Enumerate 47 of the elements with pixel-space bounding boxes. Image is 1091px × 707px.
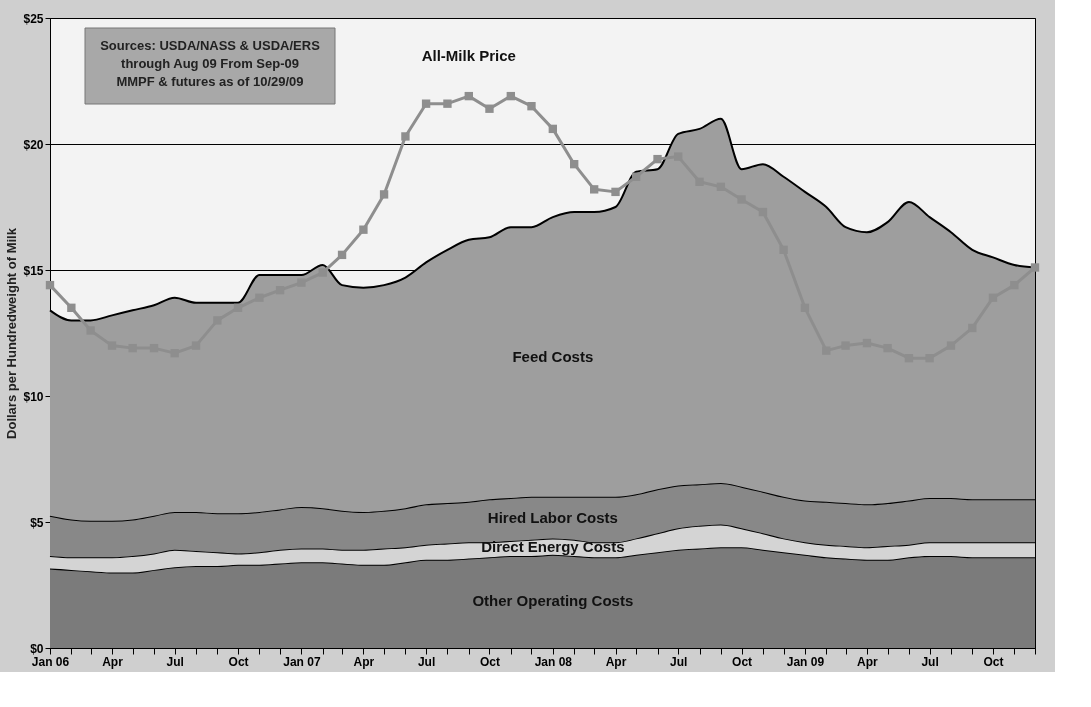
point: [632, 172, 641, 181]
y-tick-label: $0: [30, 641, 44, 656]
x-tick-label: Oct: [228, 654, 249, 669]
point: [653, 154, 662, 164]
x-tick-label: Apr: [353, 654, 375, 669]
point: [67, 303, 76, 312]
x-tick-label: Jul: [417, 654, 436, 669]
point: [318, 268, 327, 277]
point: [443, 99, 452, 108]
y-tick-label: $20: [23, 137, 44, 152]
y-tick-label: $15: [23, 263, 44, 278]
point: [485, 104, 494, 113]
x-tick-label: Jan 09: [786, 654, 825, 669]
point: [45, 280, 55, 290]
point: [337, 250, 347, 260]
point: [611, 187, 620, 197]
series-label: Feed Costs: [512, 347, 594, 365]
point: [359, 225, 368, 234]
point: [379, 190, 389, 199]
x-tick-label: Apr: [857, 654, 879, 669]
y-tick-label: $5: [30, 515, 44, 530]
series-label: Hired Labor Costs: [487, 508, 618, 526]
point: [548, 124, 558, 134]
x-tick-label: Jul: [166, 654, 184, 669]
y-axis-title: Dollars per Hundredweight of Milk: [4, 227, 20, 439]
point: [233, 303, 243, 312]
point: [421, 99, 431, 108]
series-label: All-Milk Price: [421, 46, 516, 64]
x-tick-label: Jul: [670, 654, 688, 669]
point: [506, 91, 515, 101]
annotation: Sources: USDA/NASS & USDA/ERS through Aug 09 From Sep-09 MMPF & futures as of 10/29/09: [100, 38, 321, 89]
x-tick-label: Oct: [732, 654, 753, 669]
x-tick-label: Oct: [479, 654, 500, 669]
y-tick-label: $25: [23, 11, 44, 26]
point: [589, 185, 599, 194]
x-tick-label: Oct: [983, 654, 1004, 669]
x-tick-label: Apr: [605, 654, 627, 669]
point: [464, 91, 473, 101]
y-tick-label: $10: [23, 389, 44, 404]
point: [570, 159, 579, 169]
point: [527, 102, 536, 111]
x-tick-label: Apr: [102, 654, 124, 669]
x-tick-label: Jan 07: [283, 654, 321, 669]
point: [401, 132, 410, 141]
x-tick-label: Jan 08: [534, 654, 573, 669]
x-tick-label: Jul: [921, 654, 939, 669]
x-tick-label: Jan 06: [31, 654, 70, 669]
